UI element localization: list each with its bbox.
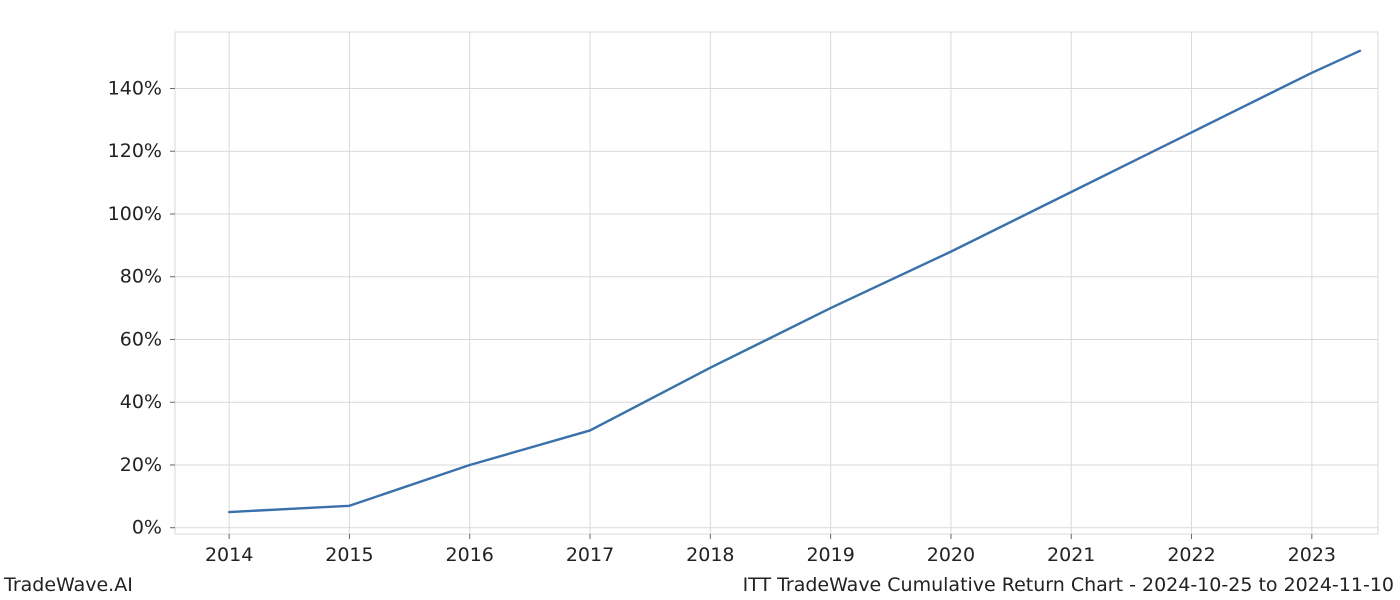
footer-right-label: ITT TradeWave Cumulative Return Chart - … [743,574,1394,596]
y-tick-label: 140% [108,77,162,99]
y-tick-label: 40% [120,391,162,413]
x-tick-label: 2018 [686,544,734,566]
line-chart: 2014 2015 2016 2017 2018 2019 2020 2021 2022 2023… [0,0,1400,600]
y-tick-label: 60% [120,328,162,350]
y-tick-label: 0% [132,517,162,539]
x-tick-label: 2017 [566,544,614,566]
x-tick-label: 2020 [927,544,975,566]
chart-container: 2014 2015 2016 2017 2018 2019 2020 2021 2022 2023… [0,0,1400,600]
footer-left-label: TradeWave.AI [4,574,133,596]
y-tick-label: 120% [108,140,162,162]
x-tick-label: 2014 [205,544,253,566]
y-tick-label: 80% [120,266,162,288]
y-tick-label: 100% [108,203,162,225]
x-tick-label: 2021 [1047,544,1095,566]
x-tick-label: 2016 [446,544,494,566]
x-tick-label: 2023 [1288,544,1336,566]
x-tick-label: 2019 [806,544,854,566]
chart-bg [0,0,1400,600]
y-tick-label: 20% [120,454,162,476]
x-tick-label: 2022 [1167,544,1215,566]
x-tick-label: 2015 [325,544,373,566]
